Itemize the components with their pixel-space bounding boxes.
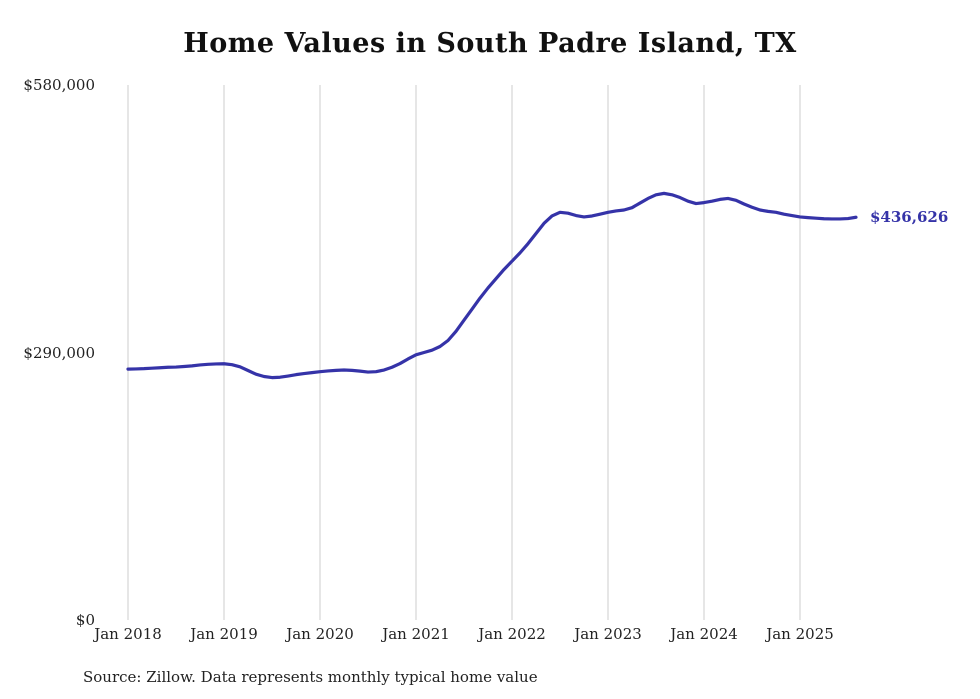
chart-title: Home Values in South Padre Island, TX bbox=[183, 28, 797, 59]
x-tick-label: Jan 2018 bbox=[94, 625, 162, 643]
y-tick-label: $580,000 bbox=[23, 76, 95, 94]
x-tick-label: Jan 2020 bbox=[286, 625, 354, 643]
x-tick-label: Jan 2025 bbox=[766, 625, 834, 643]
end-value-label: $436,626 bbox=[870, 208, 949, 227]
y-tick-label: $0 bbox=[75, 611, 95, 629]
source-note: Source: Zillow. Data represents monthly … bbox=[83, 668, 538, 686]
x-tick-label: Jan 2019 bbox=[190, 625, 258, 643]
home-value-line bbox=[126, 191, 858, 380]
x-tick-label: Jan 2024 bbox=[670, 625, 738, 643]
x-tick-label: Jan 2023 bbox=[574, 625, 642, 643]
y-tick-label: $290,000 bbox=[23, 343, 95, 362]
x-tick-label: Jan 2021 bbox=[382, 625, 450, 643]
x-tick-label: Jan 2022 bbox=[478, 625, 546, 643]
